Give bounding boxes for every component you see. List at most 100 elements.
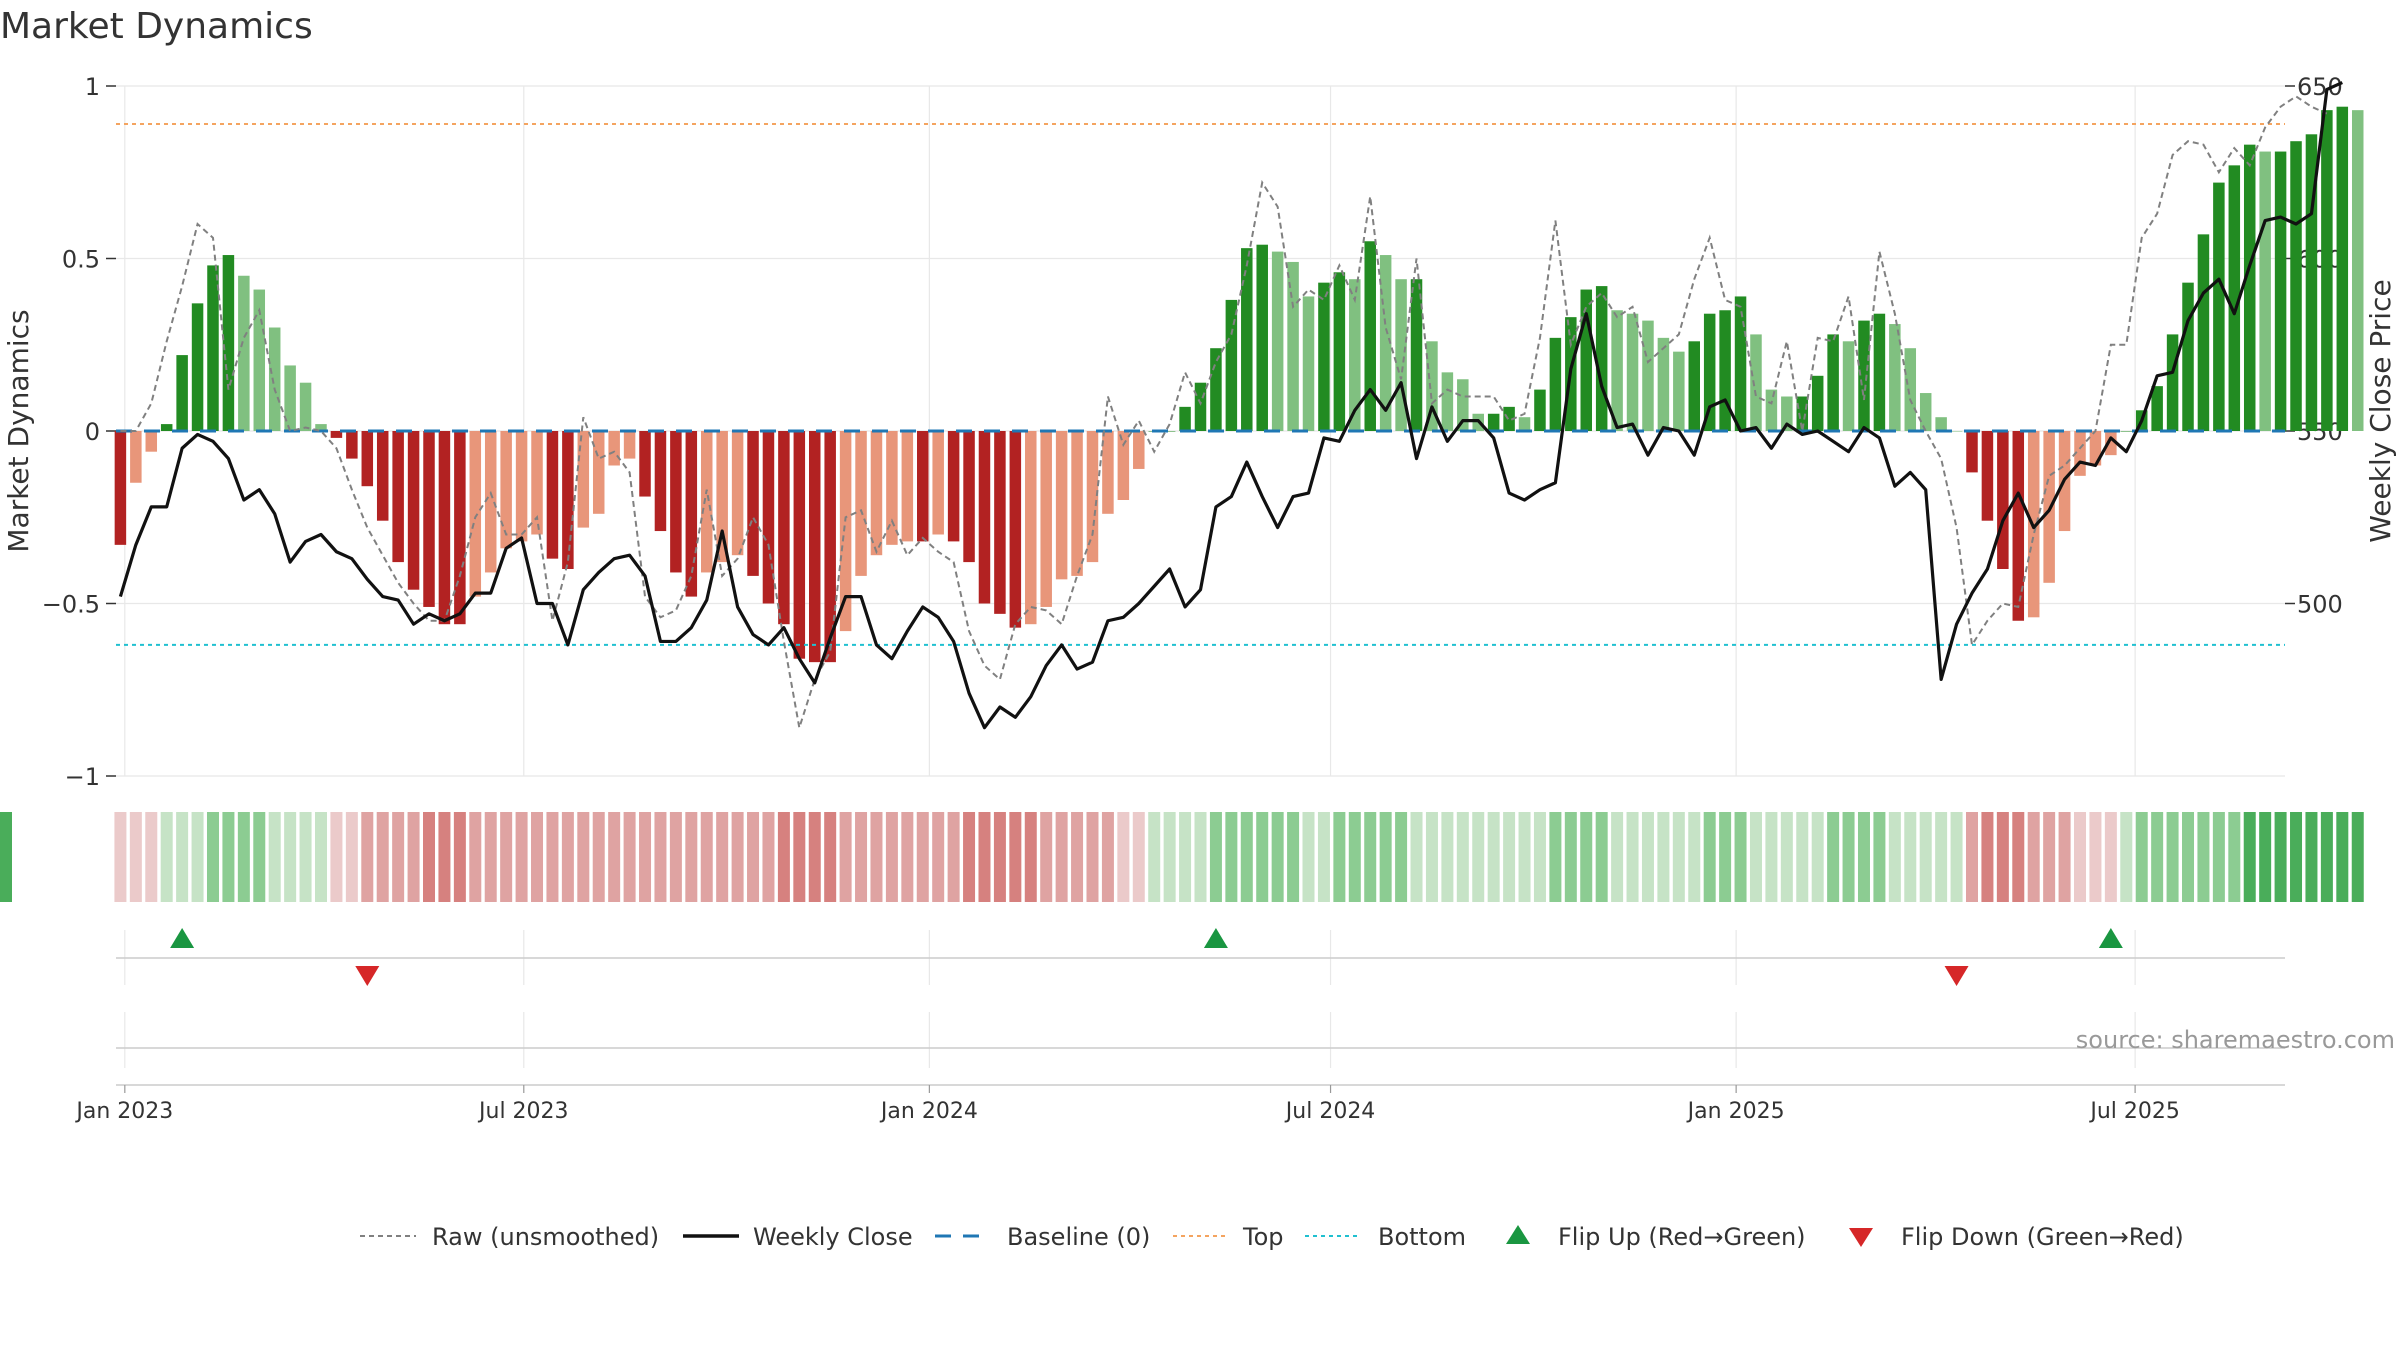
legend-label-6: Flip Down (Green→Red)	[1901, 1223, 2184, 1251]
regime-cell-126	[2058, 812, 2071, 902]
regime-cell-66	[1132, 812, 1145, 902]
md-bar-127	[2074, 431, 2086, 476]
legend-label-5: Flip Up (Red→Green)	[1558, 1223, 1806, 1251]
regime-cell-71	[1209, 812, 1222, 902]
md-bar-116	[1904, 348, 1917, 431]
regime-cell-55	[963, 812, 976, 902]
regime-cell-100	[1657, 812, 1670, 902]
regime-cell-76	[1287, 812, 1300, 902]
regime-cell-142	[2305, 812, 2318, 902]
regime-cell-63	[1086, 812, 1099, 902]
regime-cell-134	[2182, 812, 2195, 902]
regime-cell-5	[191, 812, 204, 902]
regime-cell-114	[1873, 812, 1886, 902]
regime-cell-45	[808, 812, 821, 902]
regime-cell-0	[114, 812, 127, 902]
md-bar-99	[1642, 320, 1654, 431]
regime-cell-30	[577, 812, 590, 902]
regime-cell-44	[793, 812, 806, 902]
md-bar-29	[562, 431, 574, 569]
regime-cell-59	[1024, 812, 1037, 902]
md-bar-30	[577, 431, 590, 528]
y-tick-label: 0	[85, 418, 100, 446]
md-bar-84	[1410, 279, 1423, 431]
md-bar-113	[1858, 320, 1870, 431]
regime-cell-42	[762, 812, 775, 902]
md-bar-2	[145, 431, 158, 452]
raw-line	[120, 95, 2328, 729]
regime-cell-20	[423, 812, 436, 902]
md-bar-121	[1981, 431, 1994, 521]
md-bar-95	[1580, 289, 1592, 431]
regime-cell-111	[1827, 812, 1840, 902]
md-bar-122	[1997, 431, 2009, 569]
regime-cell-54	[947, 812, 960, 902]
regime-cell-98	[1626, 812, 1639, 902]
md-bar-141	[2290, 141, 2302, 431]
regime-cell-38	[700, 812, 713, 902]
regime-cell-43	[777, 812, 790, 902]
md-bar-27	[531, 431, 543, 535]
md-bar-50	[886, 431, 898, 545]
md-bar-81	[1364, 241, 1376, 431]
regime-cell-95	[1580, 812, 1593, 902]
md-bar-65	[1117, 431, 1130, 500]
regime-cell-57	[993, 812, 1006, 902]
regime-cell-132	[2151, 812, 2164, 902]
regime-cell-74	[1256, 812, 1269, 902]
md-bar-103	[1703, 313, 1716, 431]
regime-cell-143	[2320, 812, 2333, 902]
regime-cell-67	[1148, 812, 1161, 902]
regime-cell-37	[685, 812, 698, 902]
regime-cell-107	[1765, 812, 1778, 902]
md-bar-59	[1025, 431, 1037, 625]
md-bar-32	[608, 431, 620, 466]
regime-cell-50	[885, 812, 898, 902]
md-bar-60	[1040, 431, 1052, 607]
regime-cell-9	[253, 812, 266, 902]
regime-cell-25	[500, 812, 513, 902]
regime-cell-73	[1240, 812, 1253, 902]
y-tick-label: 1	[85, 73, 100, 101]
md-bar-132	[2151, 386, 2163, 431]
regime-cell-97	[1611, 812, 1624, 902]
regime-cell-83	[1395, 812, 1408, 902]
regime-cell-127	[2074, 812, 2087, 902]
regime-cell-140	[2274, 812, 2287, 902]
regime-cell-110	[1811, 812, 1824, 902]
flip-down-marker-1	[355, 966, 380, 986]
md-bar-117	[1919, 393, 1932, 431]
md-bar-24	[484, 431, 497, 573]
md-bar-36	[670, 431, 682, 573]
chart-title: Market Dynamics	[0, 6, 313, 47]
regime-cell-72	[1225, 812, 1238, 902]
md-bar-129	[2105, 431, 2117, 456]
md-bar-46	[824, 431, 836, 663]
regime-cell-92	[1533, 812, 1546, 902]
md-bar-61	[1055, 431, 1068, 580]
md-bar-34	[639, 431, 651, 497]
regime-cell-106	[1749, 812, 1762, 902]
md-bar-74	[1256, 244, 1268, 431]
md-bar-75	[1271, 251, 1284, 431]
regime-cell-119	[1950, 812, 1963, 902]
legend-label-1: Weekly Close	[753, 1223, 913, 1251]
regime-cell-80	[1348, 812, 1361, 902]
regime-cell-116	[1904, 812, 1917, 902]
regime-cell-23	[469, 812, 482, 902]
md-bar-57	[994, 431, 1006, 614]
md-bar-76	[1287, 261, 1299, 431]
md-bar-138	[2243, 144, 2256, 431]
md-bar-107	[1765, 389, 1778, 431]
md-bar-21	[438, 431, 451, 625]
md-bar-16	[361, 431, 374, 487]
y-tick-label: −1	[65, 763, 100, 791]
flip-down-marker-3	[1944, 966, 1969, 986]
md-bar-104	[1719, 310, 1731, 431]
md-bar-144	[2336, 106, 2349, 431]
md-bar-63	[1086, 431, 1099, 563]
md-bar-33	[623, 431, 636, 459]
md-bar-64	[1102, 431, 1114, 514]
